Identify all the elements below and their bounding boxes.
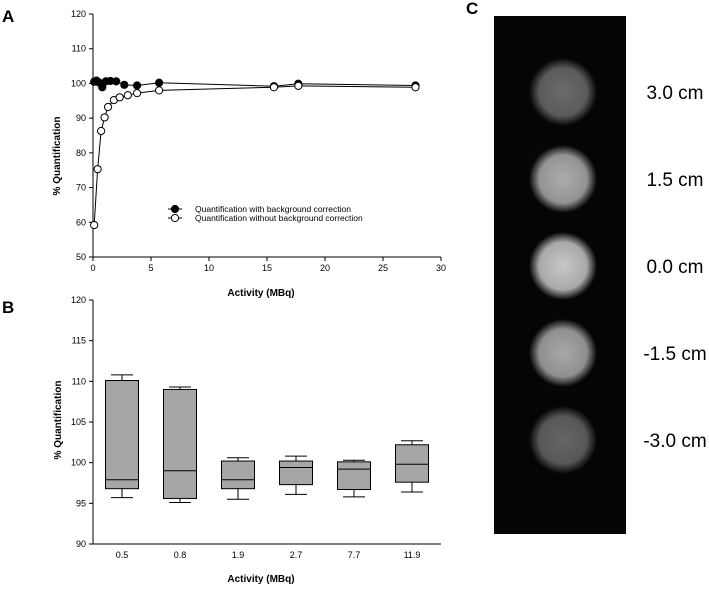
box-body [279,460,313,486]
phantom-spots [529,58,597,474]
y-tick-label: 120 [71,295,86,305]
x-tick-label: 15 [262,263,272,273]
series-2-point [294,81,303,90]
phantom-spot [529,58,597,126]
series-2-point [90,220,99,230]
x-tick-label: 25 [378,263,388,273]
y-tick-label: 110 [72,44,86,54]
box-plot-panel-b: 90 95 100 105 110 115 120 0.5 0.8 1.9 2.7 7.7 11.9 %… [53,295,441,585]
series-2-point [269,83,279,92]
x-tick-label: 10 [204,263,214,273]
x-tick-label: 1.9 [232,550,245,560]
panel-c-letter: C [466,0,478,18]
y-tick-label: 90 [76,539,86,549]
x-tick-label: 0.8 [174,550,187,560]
y-tick-label: 80 [76,148,86,158]
line-chart-legend: Quantification with background correctio… [168,204,363,223]
box-plot-x-axis-label: Activity (MBq) [227,574,294,585]
box-7.7 [337,459,371,498]
line-chart-series [90,76,420,230]
x-tick-label: 5 [148,263,153,273]
line-chart-y-axis-label: % Quantification [52,117,63,196]
x-tick-label: 11.9 [404,550,421,560]
phantom-position-label: 1.5 cm [646,170,703,191]
y-tick-label: 90 [76,113,86,123]
box-0.8 [163,386,197,504]
panel-b-letter: B [2,298,14,317]
y-tick-label: 110 [72,376,86,386]
phantom-position-label: -3.0 cm [643,431,706,452]
x-tick-label: 0.5 [116,550,129,560]
y-tick-label: 50 [76,252,86,262]
series-1-point [155,78,164,87]
phantom-position-label: -1.5 cm [643,344,706,365]
box-body [163,388,197,499]
box-2.7 [279,455,313,495]
series-2-point [100,113,109,122]
phantom-spot [529,232,597,300]
y-tick-label: 100 [71,458,86,468]
box-11.9 [395,440,429,493]
box-body [105,380,139,490]
line-chart-x-axis-label: Activity (MBq) [227,288,294,299]
x-tick-label: 0 [90,263,95,273]
series-2-point [411,83,420,92]
series-1-point [112,77,121,86]
series-2-point [132,89,142,98]
x-tick-label: 20 [320,263,330,273]
y-tick-label: 120 [71,9,86,19]
box-1.9 [221,457,255,500]
phantom-spot [529,145,597,213]
phantom-position-label: 3.0 cm [646,83,703,104]
phantom-position-label: 0.0 cm [646,257,703,278]
line-chart-panel-a: 50 60 70 80 90 100 110 120 0 5 10 15 20 25 30 % Quanti… [52,9,446,299]
series-1-point [98,83,107,92]
y-tick-label: 115 [72,336,86,346]
x-tick-label: 2.7 [290,550,303,560]
box-plot-y-axis-label: % Quantification [53,381,64,460]
series-1-point [132,81,142,90]
series-2-point [93,165,102,174]
series-1-point [120,80,129,89]
x-tick-label: 7.7 [348,550,361,560]
phantom-image-panel-c: 3.0 cm 1.5 cm 0.0 cm -1.5 cm -3.0 cm [494,16,707,534]
phantom-spot [529,319,597,387]
line-chart-ticks: 50 60 70 80 90 100 110 120 0 5 10 15 20 25 30 [71,9,446,273]
series-2-point [103,102,113,112]
phantom-position-labels: 3.0 cm 1.5 cm 0.0 cm -1.5 cm -3.0 cm [643,83,706,452]
box-body [337,461,371,491]
box-plot-boxes [105,374,429,504]
legend-marker-without-correction [170,213,180,223]
x-tick-label: 30 [436,263,446,273]
series-2-point [97,126,106,136]
y-tick-label: 100 [71,78,86,88]
y-tick-label: 105 [71,417,86,427]
series-2-point [115,93,124,102]
legend-label-with-correction: Quantification with background correctio… [195,204,351,214]
box-0.5 [105,374,139,499]
legend-label-without-correction: Quantification without background correc… [195,213,363,223]
box-body [221,460,255,490]
series-2-point [123,91,132,100]
y-tick-label: 60 [76,217,86,227]
box-plot-axes [92,300,441,545]
box-body [395,444,429,483]
phantom-spot [529,406,597,474]
box-plot-ticks: 90 95 100 105 110 115 120 0.5 0.8 1.9 2.7 7.7 11.9 [71,295,420,560]
y-tick-label: 95 [76,498,86,508]
panel-a-letter: A [2,7,14,26]
series-2-point [155,86,164,95]
y-tick-label: 70 [76,183,86,193]
